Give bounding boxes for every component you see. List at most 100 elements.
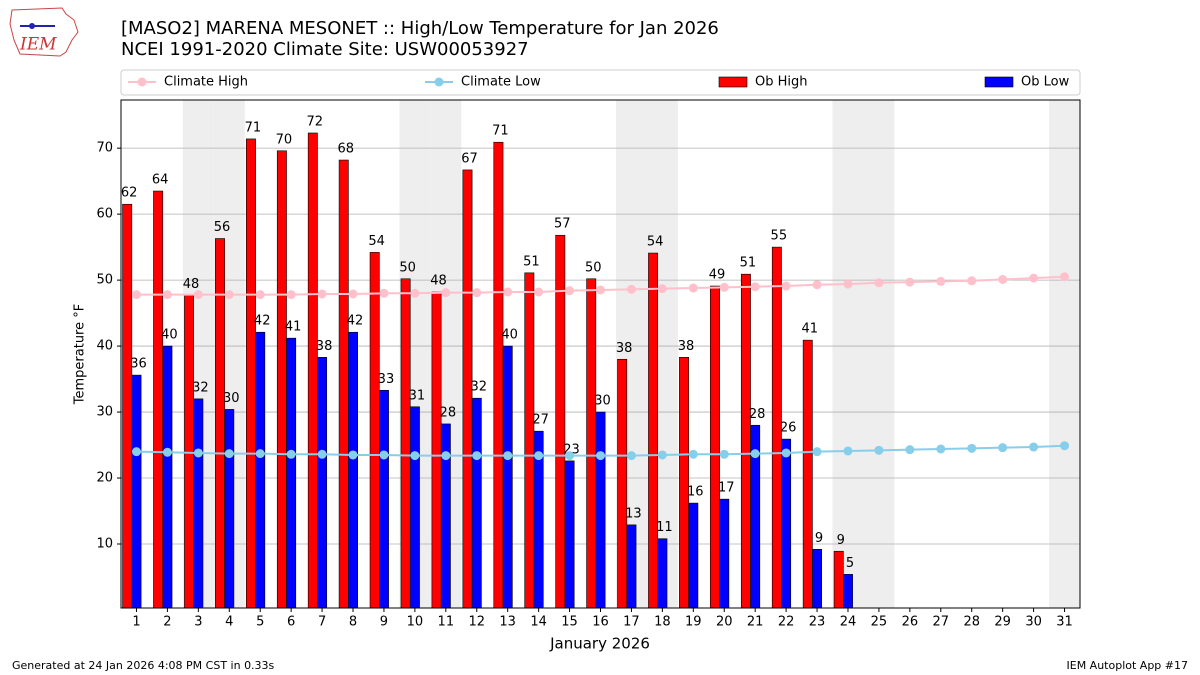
x-tick-label: 25 (871, 615, 888, 630)
line-marker (193, 448, 203, 458)
x-tick-label: 20 (716, 615, 733, 630)
data-label: 55 (771, 229, 788, 244)
data-label: 30 (223, 391, 240, 406)
data-label: 49 (709, 268, 726, 283)
bar (409, 406, 420, 609)
line-marker (379, 450, 389, 460)
legend-label: Ob Low (1021, 75, 1070, 90)
data-label: 32 (470, 380, 487, 395)
line-marker (410, 288, 420, 298)
legend-swatch (137, 77, 147, 87)
data-label: 64 (152, 173, 169, 188)
data-label: 11 (656, 520, 673, 535)
data-label: 9 (837, 533, 845, 548)
data-label: 36 (130, 357, 147, 372)
y-tick-label: 30 (96, 405, 113, 420)
data-label: 38 (678, 339, 695, 354)
line-marker (626, 284, 636, 294)
bar (276, 150, 287, 609)
line-marker (565, 286, 575, 296)
line-marker (131, 290, 141, 300)
bar (648, 252, 659, 609)
data-label: 71 (245, 120, 262, 135)
y-tick-label: 10 (96, 537, 113, 552)
data-label: 33 (378, 372, 395, 387)
bar (833, 550, 844, 609)
line-marker (657, 284, 667, 294)
data-label: 57 (554, 217, 571, 232)
x-tick-label: 7 (318, 615, 326, 630)
logo-text: IEM (19, 35, 57, 55)
y-tick-label: 20 (96, 471, 113, 486)
data-label: 26 (780, 421, 797, 436)
x-tick-label: 21 (747, 615, 764, 630)
data-label: 13 (625, 506, 642, 521)
plot-frame (120, 99, 1081, 609)
y-axis-label: Temperature °F (73, 304, 88, 405)
y-tick-label: 60 (96, 207, 113, 222)
footer-left: Generated at 24 Jan 2026 4:08 PM CST in … (12, 659, 275, 672)
bar (348, 331, 358, 609)
data-label: 41 (285, 320, 302, 335)
x-tick-label: 10 (407, 615, 424, 630)
y-tick-label: 40 (96, 339, 113, 354)
bar (719, 498, 730, 609)
line-marker (719, 449, 729, 459)
data-label: 32 (192, 380, 209, 395)
bar (586, 278, 597, 609)
data-label: 38 (316, 339, 333, 354)
bar (595, 411, 606, 609)
x-tick-label: 29 (994, 615, 1011, 630)
x-tick-label: 9 (380, 615, 388, 630)
data-label: 41 (801, 322, 818, 337)
bar (400, 278, 411, 609)
line-marker (472, 288, 482, 298)
line-marker (503, 287, 513, 297)
bar (657, 538, 668, 609)
line-marker (843, 446, 853, 456)
bar (184, 294, 194, 609)
data-label: 70 (276, 132, 293, 147)
data-label: 42 (254, 314, 271, 329)
data-label: 62 (121, 186, 138, 201)
bar (338, 159, 349, 609)
data-label: 9 (815, 531, 823, 546)
bar (224, 409, 235, 609)
legend-label: Climate Low (461, 75, 541, 90)
bar (317, 356, 328, 609)
bar (524, 272, 535, 609)
data-label: 68 (337, 142, 354, 157)
line-marker (441, 451, 451, 461)
bar (379, 389, 389, 609)
data-label: 51 (740, 256, 757, 271)
line-marker (286, 449, 296, 459)
x-tick-label: 5 (256, 615, 264, 630)
line-marker (998, 274, 1008, 284)
line-marker (410, 451, 420, 461)
data-label: 27 (532, 413, 549, 428)
x-tick-label: 11 (438, 615, 455, 630)
data-label: 54 (368, 234, 385, 249)
data-label: 48 (430, 273, 447, 288)
x-tick-label: 1 (132, 615, 140, 630)
line-marker (905, 277, 915, 287)
line-marker (565, 451, 575, 461)
bar (626, 524, 637, 609)
x-tick-label: 28 (963, 615, 980, 630)
data-label: 17 (718, 481, 735, 496)
line-marker (1029, 442, 1039, 452)
line-marker (1029, 273, 1039, 283)
chart-subtitle: NCEI 1991-2020 Climate Site: USW00053927 (121, 39, 529, 60)
line-marker (162, 447, 172, 457)
line-marker (688, 449, 698, 459)
data-label: 72 (307, 114, 324, 129)
legend-swatch (984, 76, 1014, 88)
data-label: 48 (183, 277, 200, 292)
bar (843, 574, 853, 609)
line-marker (626, 451, 636, 461)
weekend-shade (1049, 100, 1080, 608)
data-label: 67 (461, 151, 478, 166)
bar (564, 460, 575, 609)
x-tick-label: 27 (933, 615, 950, 630)
